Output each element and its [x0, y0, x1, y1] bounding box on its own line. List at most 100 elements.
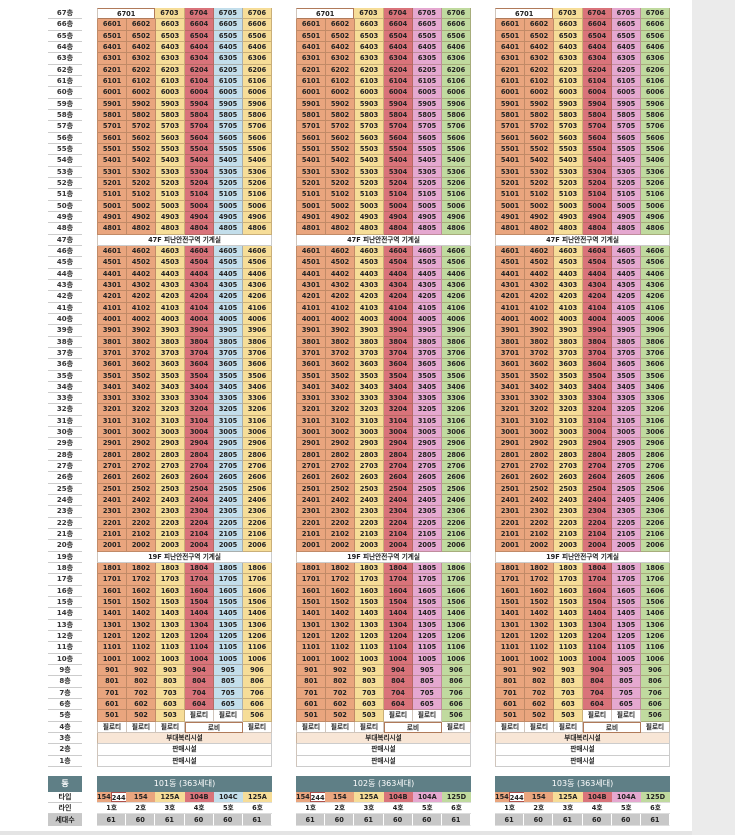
unit-cell: 4902 [525, 211, 554, 224]
unit-cell: 1405 [612, 608, 641, 620]
floor-row: 4101 4102 4103 4104 4105 4106 [296, 302, 471, 314]
floor-label: 9층 [48, 665, 82, 677]
unit-cell: 5103 [355, 189, 384, 201]
unit-cell: 4501 [495, 257, 525, 269]
unit-cell: 4204 [583, 291, 612, 303]
unit-cell: 1504 [583, 597, 612, 609]
unit-cell: 4401 [296, 268, 326, 280]
unit-cell: 5801 [97, 109, 127, 122]
type-value: 154 [97, 793, 111, 801]
type-value: 154 [495, 793, 509, 801]
unit-cell: 1204 [384, 631, 413, 643]
unit-cell: 1203 [355, 631, 384, 643]
building-legend-2: 102동 (363세대) 154 244 154 125A 104B 104A 125D 1호 2… [296, 776, 472, 826]
unit-cell: 5806 [641, 109, 670, 122]
unit-cell: 4302 [326, 279, 355, 292]
unit-cell: 1305 [413, 619, 442, 632]
unit-cell: 2605 [413, 472, 442, 484]
unit-cell: 5405 [612, 155, 641, 167]
unit-cell: 5606 [243, 132, 272, 144]
unit-cell: 3606 [243, 359, 272, 371]
unit-cell: 2203 [156, 517, 185, 530]
unit-cell: 5906 [442, 98, 471, 110]
unit-cell: 4602 [525, 245, 554, 258]
floor-row: 5501 5502 5503 5504 5505 5506 [97, 143, 272, 156]
unit-cell: 2003 [554, 540, 583, 552]
unit-cell: 3106 [243, 415, 272, 428]
unit-cell: 3401 [97, 381, 127, 394]
unit-cell: 2106 [442, 529, 471, 541]
unit-cell: 4803 [554, 223, 583, 235]
unit-cell: 5106 [243, 189, 272, 201]
unit-cell: 1602 [127, 585, 156, 598]
unit-cell: 3902 [525, 325, 554, 337]
unit-cell: 5501 [495, 143, 525, 156]
unit-cell: 3702 [127, 347, 156, 360]
unit-cell: 4804 [185, 223, 214, 235]
unit-cell: 2905 [214, 438, 243, 450]
unit-cell: 4101 [495, 302, 525, 314]
piloti-cell: 로비 [384, 721, 442, 733]
unit-cell: 5801 [495, 109, 525, 122]
unit-cell: 5304 [583, 166, 612, 178]
unit-cell: 5902 [525, 98, 554, 110]
unit-cell: 3205 [214, 404, 243, 416]
floor-row: 1401 1402 1403 1404 1405 1406 [495, 608, 670, 620]
unit-cell: 3802 [326, 336, 355, 348]
unit-cell: 5201 [296, 177, 326, 190]
unit-cell: 3004 [583, 427, 612, 439]
unit-cell: 5901 [495, 98, 525, 110]
unit-cell: 1803 [355, 563, 384, 575]
unit-cell: 3406 [442, 381, 471, 394]
unit-cell: 1401 [495, 608, 525, 620]
unit-cell: 2103 [554, 529, 583, 541]
floor-label: 60층 [48, 87, 82, 99]
unit-cell: 6406 [641, 41, 670, 54]
unit-cell: 601 [97, 699, 127, 711]
unit-cell: 601 [296, 699, 326, 711]
floor-label: 55층 [48, 144, 82, 156]
unit-cell: 1605 [413, 585, 442, 598]
unit-cell: 5903 [355, 98, 384, 110]
unit-cell: 1301 [495, 619, 525, 632]
floor-label: 28층 [48, 450, 82, 462]
unit-cell: 6504 [583, 30, 612, 42]
unit-cell: 3304 [384, 393, 413, 405]
unit-cell: 1703 [554, 574, 583, 586]
unit-cell: 2201 [495, 517, 525, 530]
unit-cell: 704 [583, 687, 612, 700]
floor-row: 5901 5902 5903 5904 5905 5906 [495, 98, 670, 110]
unit-cell: 4103 [355, 302, 384, 314]
unit-cell: 5006 [641, 200, 670, 212]
count-cell: 60 [325, 814, 355, 826]
unit-cell: 6301 [296, 53, 326, 65]
unit-cell: 5601 [495, 132, 525, 144]
type-value: 244 [309, 792, 326, 802]
unit-cell: 501 [97, 710, 127, 722]
unit-cell: 5505 [413, 143, 442, 156]
floor-label: 30층 [48, 427, 82, 439]
unit-cell: 1303 [355, 619, 384, 632]
unit-cell: 2202 [127, 517, 156, 530]
count-cell: 61 [354, 814, 384, 826]
unit-cell: 2203 [554, 517, 583, 530]
floor-row: 5601 5602 5603 5604 5605 5606 [495, 132, 670, 144]
unit-cell: 503 [554, 710, 583, 722]
unit-cell: 4405 [214, 268, 243, 280]
unit-cell: 4903 [554, 211, 583, 224]
unit-cell: 3706 [442, 347, 471, 360]
unit-cell: 6201 [296, 64, 326, 76]
floor-row: 5101 5102 5103 5104 5105 5106 [97, 189, 272, 201]
unit-cell: 2403 [554, 495, 583, 507]
unit-cell: 3403 [355, 381, 384, 394]
unit-cell: 1404 [384, 608, 413, 620]
floor-row: 3101 3102 3103 3104 3105 3106 [97, 415, 272, 428]
unit-cell: 1403 [355, 608, 384, 620]
unit-cell: 1001 [495, 653, 525, 666]
unit-cell: 6505 [214, 30, 243, 42]
unit-cell: 1203 [156, 631, 185, 643]
floor-row: 4101 4102 4103 4104 4105 4106 [97, 302, 272, 314]
unit-cell: 2006 [243, 540, 272, 552]
unit-cell: 5904 [583, 98, 612, 110]
unit-cell: 3502 [525, 370, 554, 382]
